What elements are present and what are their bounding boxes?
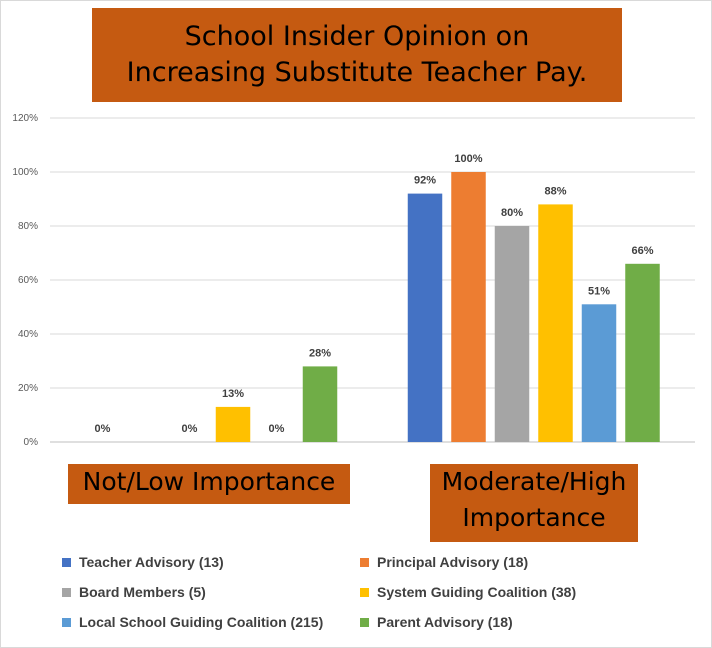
bar <box>581 304 617 442</box>
legend-item-parent-advisory: Parent Advisory (18) <box>360 612 660 632</box>
legend-swatch <box>62 557 71 567</box>
data-label: 51% <box>588 285 610 297</box>
category-label-line: Importance <box>462 503 606 532</box>
y-tick-label: 0% <box>24 437 39 448</box>
legend-swatch <box>62 617 71 627</box>
legend-swatch <box>360 617 369 627</box>
legend-label: Parent Advisory (18) <box>377 614 513 630</box>
legend-swatch <box>62 587 71 597</box>
chart-title: School Insider Opinion on Increasing Sub… <box>92 8 622 102</box>
legend-label: System Guiding Coalition (38) <box>377 584 577 600</box>
y-tick-label: 20% <box>18 383 38 394</box>
y-tick-label: 60% <box>18 275 38 286</box>
category-label-line: Not/Low Importance <box>82 467 336 496</box>
legend-swatch <box>360 557 369 567</box>
legend: Teacher Advisory (13) Principal Advisory… <box>62 552 682 632</box>
legend-item-local-school-guiding-coalition: Local School Guiding Coalition (215) <box>62 612 360 632</box>
legend-item-principal-advisory: Principal Advisory (18) <box>360 552 660 572</box>
data-label: 88% <box>544 185 566 197</box>
legend-label: Principal Advisory (18) <box>377 554 529 570</box>
data-label: 0% <box>182 423 198 435</box>
data-label: 0% <box>95 423 111 435</box>
bar <box>302 366 338 442</box>
chart-title-line-2: Increasing Substitute Teacher Pay. <box>126 57 588 88</box>
data-label: 92% <box>414 175 436 187</box>
category-label-line: Moderate/High <box>441 467 627 496</box>
chart-title-line-1: School Insider Opinion on <box>184 21 530 52</box>
legend-item-board-members: Board Members (5) <box>62 582 360 602</box>
y-tick-label: 120% <box>12 113 38 124</box>
y-tick-label: 80% <box>18 221 38 232</box>
data-label: 0% <box>269 423 285 435</box>
bar <box>407 193 443 442</box>
legend-label: Local School Guiding Coalition (215) <box>79 614 324 630</box>
data-label: 100% <box>454 153 482 165</box>
legend-item-system-guiding-coalition: System Guiding Coalition (38) <box>360 582 660 602</box>
y-tick-label: 100% <box>12 167 38 178</box>
bar <box>215 406 251 442</box>
data-label: 13% <box>222 388 244 400</box>
legend-swatch <box>360 587 369 597</box>
data-label: 66% <box>631 245 653 257</box>
legend-item-teacher-advisory: Teacher Advisory (13) <box>62 552 360 572</box>
y-tick-label: 40% <box>18 329 38 340</box>
legend-label: Teacher Advisory (13) <box>79 554 224 570</box>
bar <box>494 226 530 442</box>
bar <box>538 204 573 442</box>
category-label-moderate-high: Moderate/High Importance <box>430 464 638 542</box>
data-label: 80% <box>501 207 523 219</box>
category-label-not-low: Not/Low Importance <box>68 464 350 504</box>
data-label: 28% <box>309 347 331 359</box>
legend-label: Board Members (5) <box>79 584 206 600</box>
bar <box>625 263 660 442</box>
bar <box>451 172 486 442</box>
